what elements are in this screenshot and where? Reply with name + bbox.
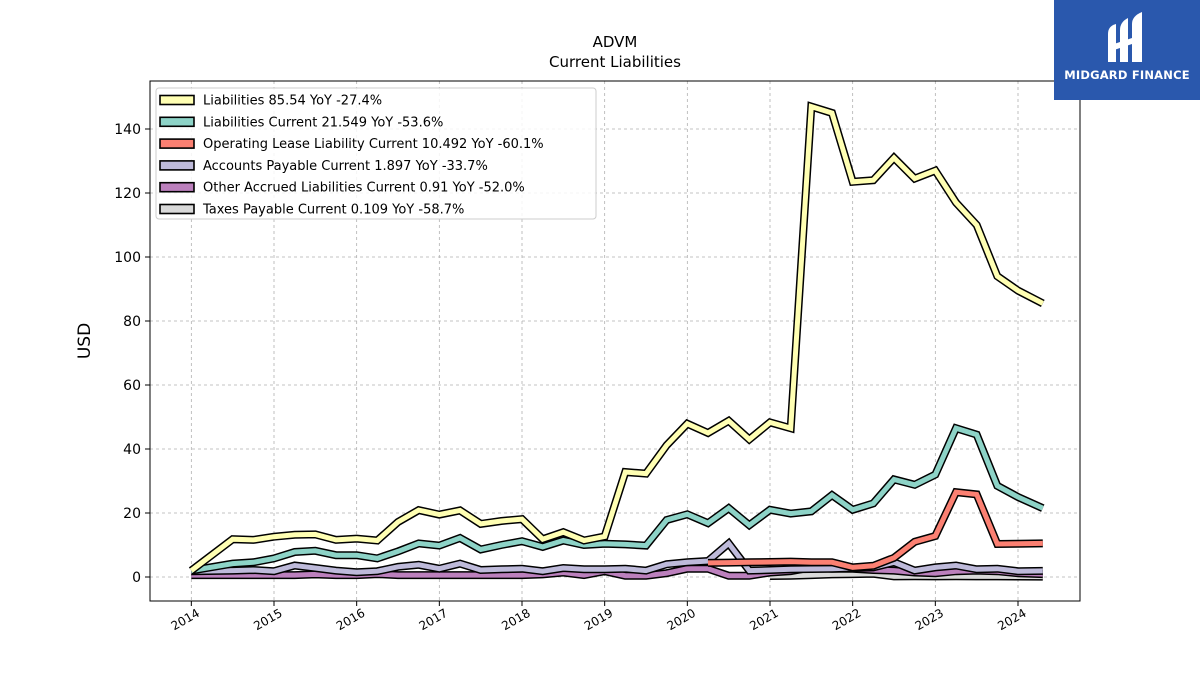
- chart-subtitle: Current Liabilities: [549, 53, 681, 71]
- legend-label: Liabilities Current 21.549 YoY -53.6%: [203, 115, 443, 130]
- legend-swatch: [159, 138, 195, 149]
- legend-label: Accounts Payable Current 1.897 YoY -33.7…: [203, 159, 488, 174]
- plot-frame: [149, 80, 1081, 602]
- y-tick-label: 40: [123, 442, 141, 458]
- legend-swatch: [159, 94, 195, 106]
- legend: Liabilities 85.54 YoY -27.4% Liabilities …: [155, 87, 597, 220]
- legend-label: Operating Lease Liability Current 10.492…: [203, 137, 544, 152]
- brand-name: MIDGARD FINANCE: [1064, 68, 1190, 82]
- y-tick-label: 20: [123, 506, 141, 522]
- legend-swatch: [159, 181, 195, 193]
- series-line-accounts-payable-current: [191, 539, 1043, 575]
- y-tick-label: 0: [132, 570, 141, 586]
- y-tick-label: 80: [123, 314, 141, 330]
- legend-label: Other Accrued Liabilities Current 0.91 Y…: [203, 181, 525, 196]
- series-line-liabilities: [189, 103, 1044, 573]
- series-line-taxes-payable-current: [769, 571, 1043, 580]
- y-tick-label: 100: [114, 250, 141, 266]
- y-tick-label: 120: [114, 186, 141, 202]
- legend-swatch: [159, 203, 195, 215]
- y-tick-label: 60: [123, 378, 141, 394]
- legend-box: [155, 87, 597, 220]
- legend-label: Taxes Payable Current 0.109 YoY -58.7%: [202, 203, 464, 218]
- midgard-logo-icon: [1108, 12, 1142, 62]
- series-line-operating-lease-liability-current: [707, 489, 1043, 570]
- brand-logo: MIDGARD FINANCE: [1054, 0, 1200, 100]
- legend-swatch: [159, 116, 195, 128]
- y-axis-label: USD: [75, 323, 95, 359]
- series-lines: [188, 101, 1045, 581]
- chart-title: ADVM: [593, 33, 638, 51]
- series-line-liabilities-current: [190, 425, 1044, 574]
- legend-label: Liabilities 85.54 YoY -27.4%: [203, 94, 382, 109]
- y-tick-label: 140: [114, 122, 141, 138]
- legend-swatch: [159, 160, 195, 171]
